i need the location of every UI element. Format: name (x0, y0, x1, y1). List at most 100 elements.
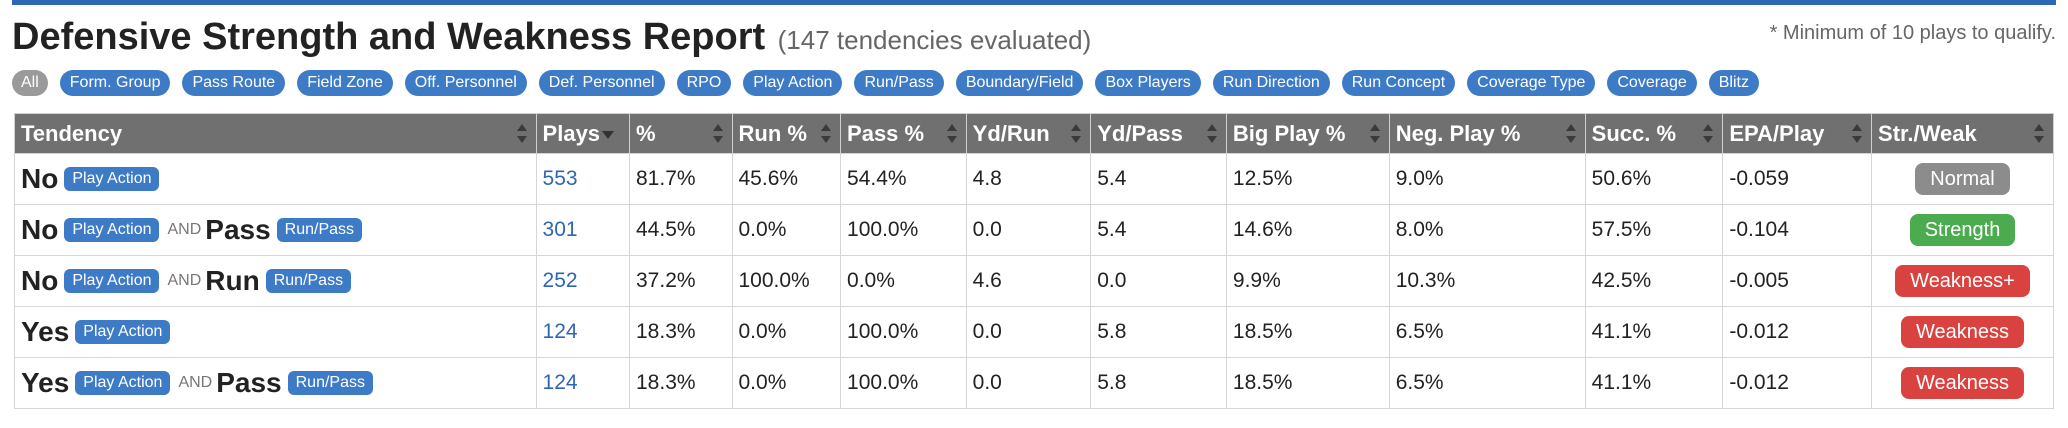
category-tag[interactable]: Run/Pass (287, 371, 373, 395)
epa-cell: -0.005 (1722, 255, 1873, 307)
report-header: Defensive Strength and Weakness Report (… (12, 12, 2056, 62)
category-tag[interactable]: Play Action (64, 167, 160, 191)
pass-pct-cell: 100.0% (840, 357, 967, 409)
and-connector: AND (167, 221, 202, 238)
tendency-value: No (21, 265, 59, 296)
filter-run-pass[interactable]: Run/Pass (854, 70, 944, 96)
plays-link[interactable]: 553 (542, 167, 578, 190)
epa-cell: -0.012 (1722, 306, 1873, 358)
table-row[interactable]: Yes Play Action 124 18.3% 0.0% 100.0% 0.0… (14, 306, 2054, 358)
sort-icon (1071, 124, 1082, 143)
filter-run-direction[interactable]: Run Direction (1212, 70, 1330, 96)
big-play-cell: 18.5% (1225, 357, 1390, 409)
str-weak-cell: Weakness (1871, 357, 2054, 409)
filter-boundary-field[interactable]: Boundary/Field (955, 70, 1084, 96)
sort-icon (712, 124, 724, 143)
category-tag[interactable]: Play Action (64, 269, 160, 293)
neg-play-cell: 6.5% (1388, 357, 1586, 409)
filter-rpo[interactable]: RPO (676, 70, 732, 96)
tendency-value: Pass (205, 214, 271, 245)
sort-icon (1703, 124, 1714, 143)
tendency-value: Yes (21, 367, 70, 398)
filter-run-concept[interactable]: Run Concept (1341, 70, 1456, 96)
category-tag[interactable]: Play Action (75, 371, 171, 395)
str-weak-cell: Strength (1871, 204, 2054, 256)
sort-desc-icon (602, 130, 615, 139)
filter-form-group[interactable]: Form. Group (59, 70, 171, 96)
status-badge: Weakness (1901, 367, 2025, 399)
category-filter-bar: All Form. Group Pass Route Field Zone Off. P… (12, 70, 1771, 96)
str-weak-cell: Weakness (1871, 306, 2054, 358)
col-header-neg-play[interactable]: Neg. Play % (1388, 113, 1586, 154)
pass-pct-cell: 54.4% (840, 153, 967, 205)
tendency-cell: Yes Play Action AND Pass Run/Pass (14, 357, 537, 409)
tendency-cell: No Play Action (14, 153, 537, 205)
pct-cell: 18.3% (629, 357, 733, 409)
table-row[interactable]: Yes Play Action AND Pass Run/Pass 124 18.3% … (14, 357, 2054, 409)
table-row[interactable]: No Play Action AND Run Run/Pass 252 37.2% 10… (14, 255, 2054, 307)
pct-cell: 37.2% (629, 255, 733, 307)
tendency-cell: Yes Play Action (14, 306, 537, 358)
plays-cell: 124 (535, 306, 631, 358)
col-header-pass-pct[interactable]: Pass % (840, 113, 967, 154)
pct-cell: 44.5% (629, 204, 733, 256)
tendency-value: No (21, 214, 59, 245)
col-header-big-play[interactable]: Big Play % (1225, 113, 1390, 154)
status-badge: Weakness (1901, 316, 2025, 348)
sort-icon (1206, 124, 1218, 143)
pct-cell: 81.7% (629, 153, 733, 205)
plays-link[interactable]: 124 (542, 320, 578, 343)
sort-icon (946, 124, 958, 143)
status-badge: Weakness+ (1895, 265, 2030, 297)
col-header-plays[interactable]: Plays (535, 113, 631, 154)
yd-pass-cell: 0.0 (1090, 255, 1227, 307)
sort-icon (821, 124, 832, 143)
col-header-pct[interactable]: % (629, 113, 733, 154)
big-play-cell: 18.5% (1225, 306, 1390, 358)
category-tag[interactable]: Play Action (75, 320, 171, 344)
category-tag[interactable]: Run/Pass (276, 218, 363, 242)
and-connector: AND (167, 272, 202, 289)
table-row[interactable]: No Play Action AND Pass Run/Pass 301 44.5% 0… (14, 204, 2054, 256)
table-header-row: Tendency Plays % Run % Pass % Yd/Run Yd/… (14, 113, 2054, 154)
epa-cell: -0.059 (1722, 153, 1873, 205)
col-header-str-weak[interactable]: Str./Weak (1871, 113, 2054, 154)
succ-cell: 41.1% (1584, 357, 1724, 409)
filter-all[interactable]: All (12, 70, 48, 96)
col-header-succ[interactable]: Succ. % (1584, 113, 1724, 154)
tendency-value: No (21, 163, 59, 194)
pass-pct-cell: 0.0% (840, 255, 967, 307)
col-header-yd-pass[interactable]: Yd/Pass (1090, 113, 1227, 154)
yd-pass-cell: 5.8 (1090, 357, 1227, 409)
page-title: Defensive Strength and Weakness Report (12, 16, 766, 58)
filter-blitz[interactable]: Blitz (1708, 70, 1759, 96)
filter-pass-route[interactable]: Pass Route (182, 70, 286, 96)
top-accent-bar (12, 0, 2056, 5)
plays-link[interactable]: 124 (542, 371, 578, 394)
filter-field-zone[interactable]: Field Zone (297, 70, 393, 96)
category-tag[interactable]: Play Action (64, 218, 160, 242)
tendency-value: Run (205, 265, 260, 296)
sort-icon (1565, 124, 1577, 143)
category-tag[interactable]: Run/Pass (265, 269, 352, 293)
col-header-yd-run[interactable]: Yd/Run (965, 113, 1092, 154)
pct-cell: 18.3% (629, 306, 733, 358)
col-header-run-pct[interactable]: Run % (731, 113, 842, 154)
filter-box-players[interactable]: Box Players (1095, 70, 1201, 96)
qualification-note: * Minimum of 10 plays to qualify. (1769, 22, 2056, 44)
yd-pass-cell: 5.4 (1090, 204, 1227, 256)
col-header-tendency[interactable]: Tendency (14, 113, 537, 154)
filter-play-action[interactable]: Play Action (743, 70, 843, 96)
sort-icon (2034, 124, 2045, 143)
neg-play-cell: 10.3% (1388, 255, 1586, 307)
plays-link[interactable]: 252 (542, 269, 578, 292)
table-row[interactable]: No Play Action 553 81.7% 45.6% 54.4% 4.8 … (14, 153, 2054, 205)
filter-coverage[interactable]: Coverage (1607, 70, 1697, 96)
filter-coverage-type[interactable]: Coverage Type (1467, 70, 1596, 96)
sort-icon (1852, 124, 1863, 143)
col-header-epa[interactable]: EPA/Play (1722, 113, 1873, 154)
filter-off-personnel[interactable]: Off. Personnel (404, 70, 527, 96)
plays-link[interactable]: 301 (542, 218, 578, 241)
filter-def-personnel[interactable]: Def. Personnel (538, 70, 665, 96)
yd-pass-cell: 5.8 (1090, 306, 1227, 358)
